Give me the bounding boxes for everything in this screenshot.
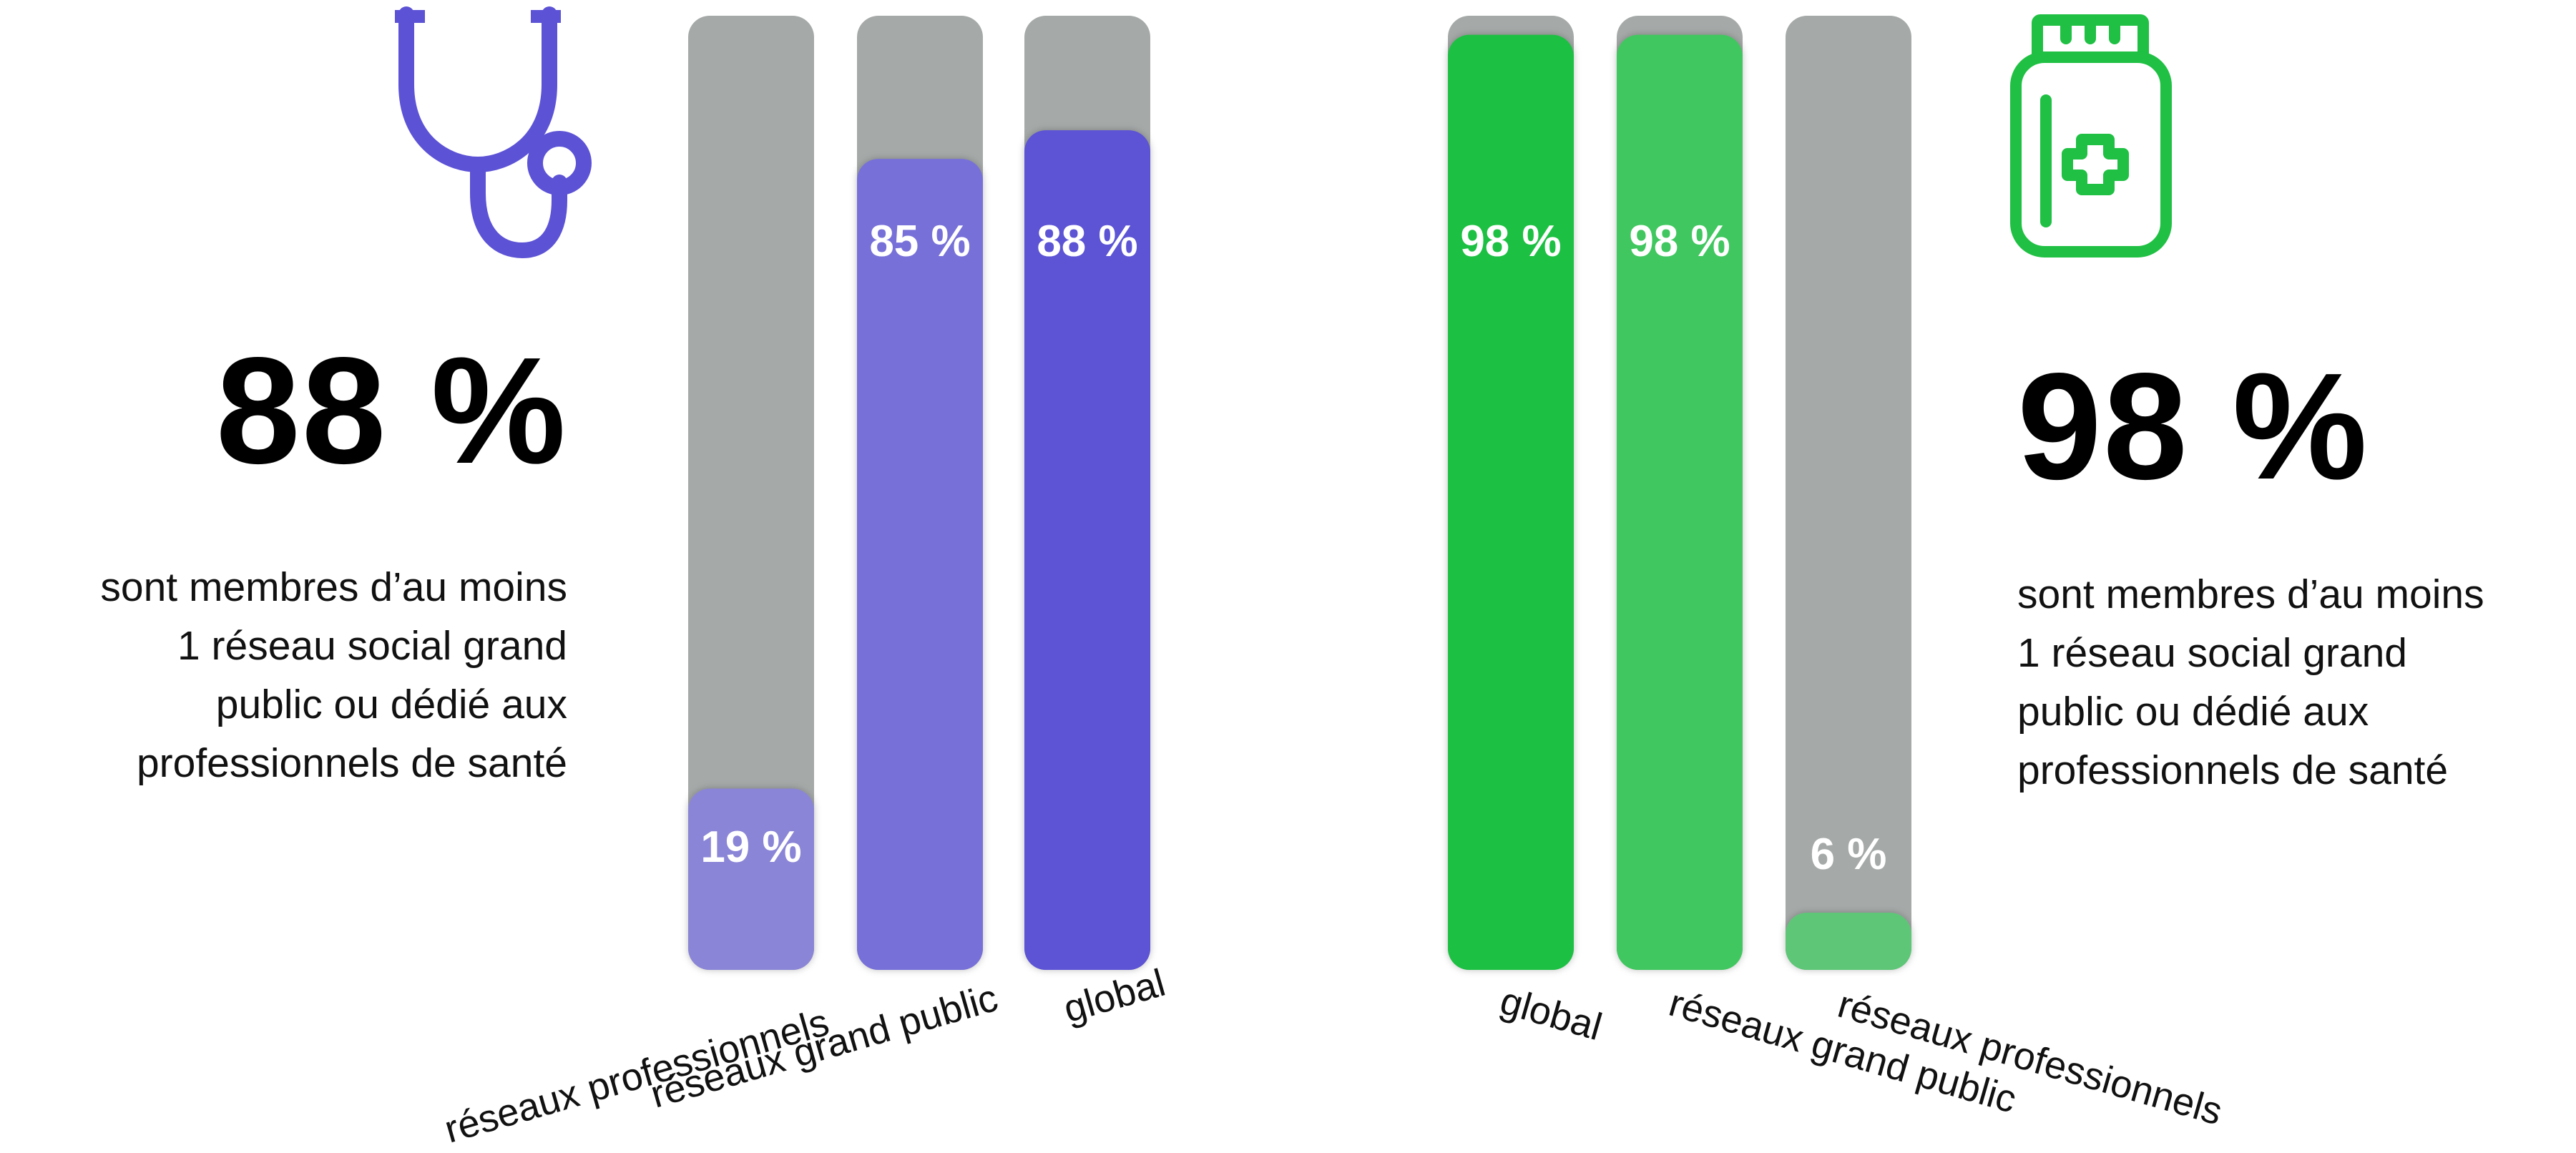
bar-value-label: 98 %: [1460, 217, 1561, 266]
bar-value-label: 19 %: [700, 823, 801, 872]
bar-track: [688, 16, 814, 970]
category-label: global: [1496, 979, 1607, 1049]
right-description-line: 1 réseau social grand: [2017, 630, 2408, 676]
right-description-line: professionnels de santé: [2017, 747, 2449, 793]
right-description-line: sont membres d’au moins: [2017, 571, 2484, 617]
bar-value-label: 88 %: [1037, 217, 1137, 266]
bar-value-label: 85 %: [869, 217, 970, 266]
left-description-line: 1 réseau social grand: [177, 623, 567, 669]
bar: [1617, 34, 1743, 970]
left-description-line: professionnels de santé: [136, 740, 567, 786]
bar: [1024, 130, 1150, 971]
medicine-jar-icon: [2010, 14, 2172, 257]
left-description-line: sont membres d’au moins: [100, 564, 567, 610]
right-description: sont membres d’au moins 1 réseau social …: [2017, 565, 2484, 800]
left-headline-percentage: 88 %: [215, 325, 567, 495]
bar: [1448, 34, 1574, 970]
right-description-line: public ou dédié aux: [2017, 689, 2369, 735]
category-label: global: [1059, 961, 1170, 1031]
bar-track: [1786, 16, 1911, 970]
bar-value-label: 6 %: [1811, 830, 1887, 879]
bar-value-label: 98 %: [1629, 217, 1730, 266]
stethoscope-icon: [395, 6, 592, 258]
left-description: sont membres d’au moins 1 réseau social …: [100, 558, 567, 793]
right-headline-percentage: 98 %: [2017, 341, 2369, 511]
left-description-line: public ou dédié aux: [215, 682, 567, 727]
bar: [1786, 912, 1911, 970]
bar: [857, 159, 983, 971]
bar: [688, 788, 814, 970]
